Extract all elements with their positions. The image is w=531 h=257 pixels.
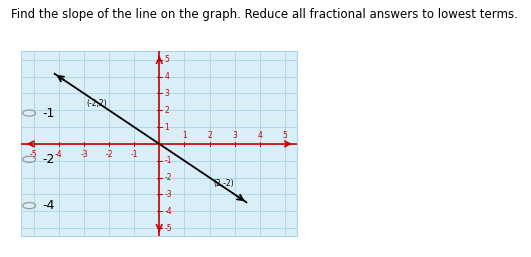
Text: -2: -2 bbox=[105, 150, 113, 159]
Text: -3: -3 bbox=[80, 150, 88, 159]
Text: 3: 3 bbox=[232, 131, 237, 140]
Text: -5: -5 bbox=[30, 150, 38, 159]
Text: 5: 5 bbox=[282, 131, 287, 140]
Text: 1: 1 bbox=[182, 131, 187, 140]
Text: Find the slope of the line on the graph. Reduce all fractional answers to lowest: Find the slope of the line on the graph.… bbox=[11, 8, 518, 21]
Text: (2,-2): (2,-2) bbox=[213, 179, 234, 188]
Text: 3: 3 bbox=[164, 89, 169, 98]
Text: 4: 4 bbox=[164, 72, 169, 81]
Text: -2: -2 bbox=[164, 173, 172, 182]
Text: -3: -3 bbox=[164, 190, 172, 199]
Text: -4: -4 bbox=[42, 199, 55, 212]
Text: -2: -2 bbox=[42, 153, 55, 166]
Text: -4: -4 bbox=[164, 207, 172, 216]
Text: -4: -4 bbox=[55, 150, 63, 159]
Text: (-2,2): (-2,2) bbox=[86, 99, 107, 108]
Text: 2: 2 bbox=[164, 106, 169, 115]
Text: -1: -1 bbox=[42, 107, 55, 120]
Text: 1: 1 bbox=[164, 123, 169, 132]
Text: 5: 5 bbox=[164, 55, 169, 64]
Text: 2: 2 bbox=[207, 131, 212, 140]
Text: -1: -1 bbox=[164, 156, 172, 165]
Text: 4: 4 bbox=[258, 131, 262, 140]
Text: -1: -1 bbox=[131, 150, 138, 159]
Text: -5: -5 bbox=[164, 224, 172, 233]
